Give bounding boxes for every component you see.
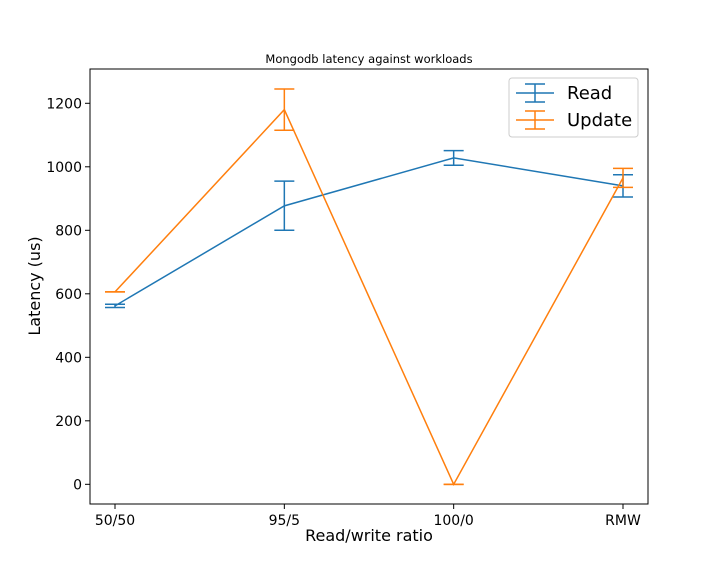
error-bar bbox=[613, 167, 633, 189]
series-read bbox=[105, 149, 633, 309]
legend-label: Read bbox=[567, 83, 612, 104]
x-tick-label: 95/5 bbox=[269, 513, 300, 529]
error-bar bbox=[105, 303, 125, 309]
x-tick-label: 50/50 bbox=[95, 513, 135, 529]
y-tick-label: 800 bbox=[55, 223, 82, 239]
series-layer bbox=[105, 88, 633, 486]
legend: Read Update bbox=[508, 77, 639, 138]
error-bar bbox=[274, 88, 295, 132]
y-tick-label: 1200 bbox=[46, 96, 82, 112]
y-tick-label: 600 bbox=[55, 287, 82, 303]
y-axis: 0 200 400 600 800 1000 1200 bbox=[46, 96, 90, 493]
x-tick-label: RMW bbox=[605, 513, 641, 529]
x-tick-label: 100/0 bbox=[433, 513, 473, 529]
series-line bbox=[114, 157, 624, 307]
legend-item-update: Update bbox=[516, 110, 632, 131]
x-axis: 50/50 95/5 100/0 RMW bbox=[95, 504, 641, 529]
error-bar bbox=[274, 180, 295, 232]
y-tick-label: 200 bbox=[55, 414, 82, 430]
y-axis-label: Latency (us) bbox=[25, 236, 44, 335]
error-bar bbox=[443, 149, 464, 166]
y-tick-label: 400 bbox=[55, 350, 82, 366]
series-line bbox=[114, 108, 624, 486]
plot-area bbox=[89, 68, 649, 505]
x-axis-label: Read/write ratio bbox=[305, 526, 433, 545]
series-update bbox=[105, 88, 633, 486]
y-tick-label: 0 bbox=[73, 477, 82, 493]
legend-item-read: Read bbox=[516, 83, 612, 104]
legend-label: Update bbox=[567, 110, 632, 131]
chart-title: Mongodb latency against workloads bbox=[265, 52, 472, 66]
y-tick-label: 1000 bbox=[46, 160, 82, 176]
